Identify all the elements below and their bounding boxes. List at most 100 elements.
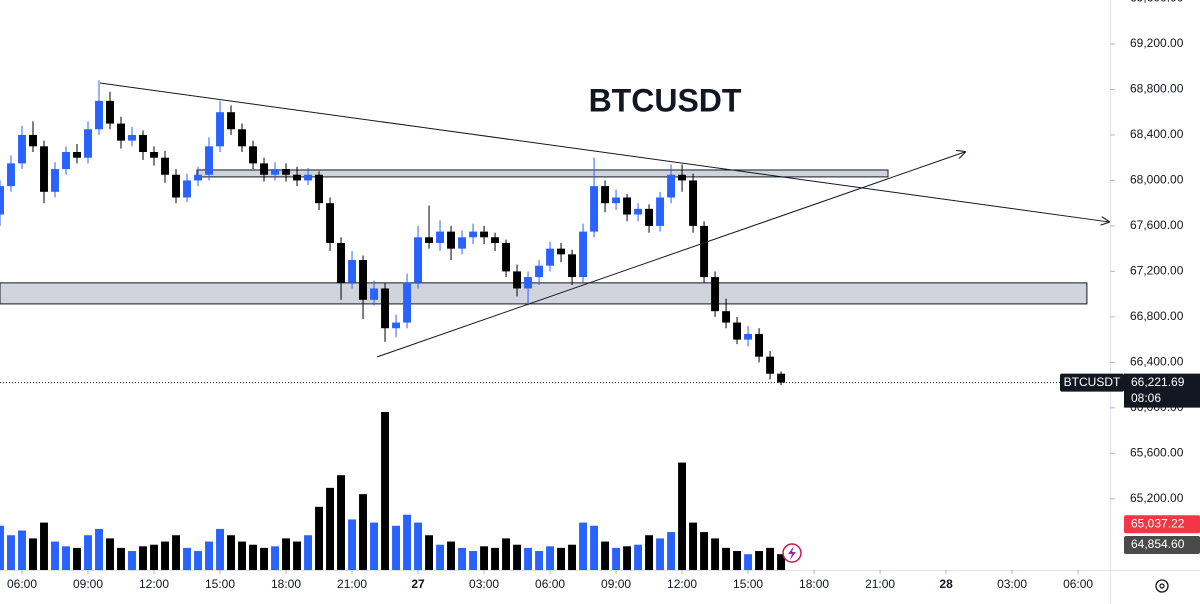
volume-bar bbox=[722, 547, 731, 570]
candle-body bbox=[502, 242, 511, 272]
y-tick-label: 65,200.00 bbox=[1130, 491, 1184, 505]
volume-bar bbox=[458, 547, 467, 570]
price-zone bbox=[0, 282, 1088, 305]
y-tick-label: 68,800.00 bbox=[1130, 82, 1184, 96]
candle-body bbox=[172, 174, 180, 198]
candle-body bbox=[128, 134, 136, 141]
candle-body bbox=[282, 169, 290, 175]
volume-bar bbox=[700, 532, 709, 570]
candle-body bbox=[51, 169, 59, 192]
volume-bar bbox=[403, 514, 411, 570]
candle-body bbox=[249, 146, 257, 164]
candle-body bbox=[678, 174, 687, 181]
candle-body bbox=[392, 322, 400, 329]
volume-bar bbox=[546, 546, 555, 570]
volume-bar bbox=[73, 547, 81, 570]
volume-bar bbox=[392, 525, 400, 570]
candle-body bbox=[667, 174, 676, 198]
volume-bar bbox=[84, 535, 92, 570]
candle-body bbox=[370, 288, 378, 300]
candle-body bbox=[480, 231, 489, 238]
volume-bar bbox=[348, 519, 356, 570]
x-tick-label: 09:00 bbox=[601, 577, 631, 591]
y-tick-label: 67,600.00 bbox=[1130, 218, 1184, 232]
candle-body bbox=[744, 333, 753, 340]
candle-body bbox=[0, 186, 4, 215]
x-tick-label: 06:00 bbox=[535, 577, 565, 591]
candle-body bbox=[7, 163, 15, 187]
candle-body bbox=[150, 152, 158, 158]
candle-body bbox=[722, 311, 731, 323]
volume-bar bbox=[51, 541, 59, 570]
candle-body bbox=[161, 157, 169, 175]
volume-bar bbox=[689, 522, 698, 570]
x-tick-label: 27 bbox=[411, 577, 425, 591]
volume-bar bbox=[183, 547, 191, 570]
y-tick-label: 68,400.00 bbox=[1130, 127, 1184, 141]
volume-bar bbox=[678, 462, 687, 570]
y-tick-label: 67,200.00 bbox=[1130, 264, 1184, 278]
volume-bar bbox=[381, 412, 389, 570]
candle-body bbox=[546, 248, 555, 266]
volume-bar bbox=[535, 551, 544, 570]
volume-bar bbox=[601, 541, 610, 570]
last-price-label: 66,221.69 bbox=[1131, 375, 1185, 389]
volume-bar bbox=[315, 506, 323, 570]
volume-bar bbox=[414, 522, 422, 570]
volume-bar bbox=[634, 544, 643, 570]
volume-bar bbox=[425, 535, 433, 570]
candle-body bbox=[711, 277, 720, 312]
volume-bar bbox=[216, 528, 224, 570]
symbol-tag-label: BTCUSDT bbox=[1064, 375, 1121, 389]
x-tick-label: 03:00 bbox=[469, 577, 499, 591]
candle-body bbox=[216, 112, 224, 147]
price-marker bbox=[1124, 515, 1200, 534]
symbol-tag bbox=[1060, 373, 1124, 392]
candle-body bbox=[139, 134, 147, 153]
y-tick-label: 69,600.00 bbox=[1130, 0, 1184, 5]
x-tick-label: 15:00 bbox=[733, 577, 763, 591]
volume-bar bbox=[766, 547, 775, 570]
last-price-tag bbox=[1124, 373, 1200, 408]
volume-bar bbox=[711, 538, 720, 570]
candle-body bbox=[414, 237, 422, 283]
candle-body bbox=[568, 254, 577, 278]
candle-body bbox=[425, 237, 433, 243]
price-marker-label: 65,037.22 bbox=[1131, 516, 1185, 530]
volume-bar bbox=[480, 546, 489, 570]
candle-body bbox=[590, 186, 599, 232]
candle-body bbox=[304, 174, 312, 181]
volume-bar bbox=[0, 525, 4, 570]
candle-body bbox=[293, 174, 301, 181]
volume-bar bbox=[370, 522, 378, 570]
volume-bar bbox=[491, 547, 500, 570]
volume-bar bbox=[513, 544, 522, 570]
candle-body bbox=[469, 231, 478, 238]
x-tick-label: 21:00 bbox=[337, 577, 367, 591]
candle-body bbox=[73, 152, 81, 158]
volume-bar bbox=[139, 546, 147, 570]
candle-body bbox=[755, 333, 764, 357]
volume-bar bbox=[304, 535, 312, 570]
candle-body bbox=[645, 208, 654, 226]
candle-body bbox=[381, 288, 389, 329]
candle-body bbox=[84, 129, 92, 158]
candle-body bbox=[535, 265, 544, 278]
candle-body bbox=[623, 197, 632, 215]
volume-bar bbox=[282, 538, 290, 570]
candle-body bbox=[601, 186, 610, 204]
settings-icon[interactable] bbox=[1155, 579, 1169, 593]
candle-body bbox=[513, 271, 522, 289]
candle-body bbox=[689, 180, 698, 226]
lightning-icon[interactable] bbox=[782, 543, 802, 563]
candle-body bbox=[447, 231, 456, 249]
price-marker-label: 64,854.60 bbox=[1131, 537, 1185, 551]
volume-bar bbox=[359, 494, 367, 570]
volume-bar bbox=[557, 547, 566, 570]
volume-bar bbox=[227, 535, 235, 570]
candle-body bbox=[557, 248, 566, 255]
volume-bar bbox=[590, 525, 599, 570]
volume-bar bbox=[62, 546, 70, 570]
candle-body bbox=[337, 242, 345, 283]
candle-body bbox=[260, 163, 268, 175]
